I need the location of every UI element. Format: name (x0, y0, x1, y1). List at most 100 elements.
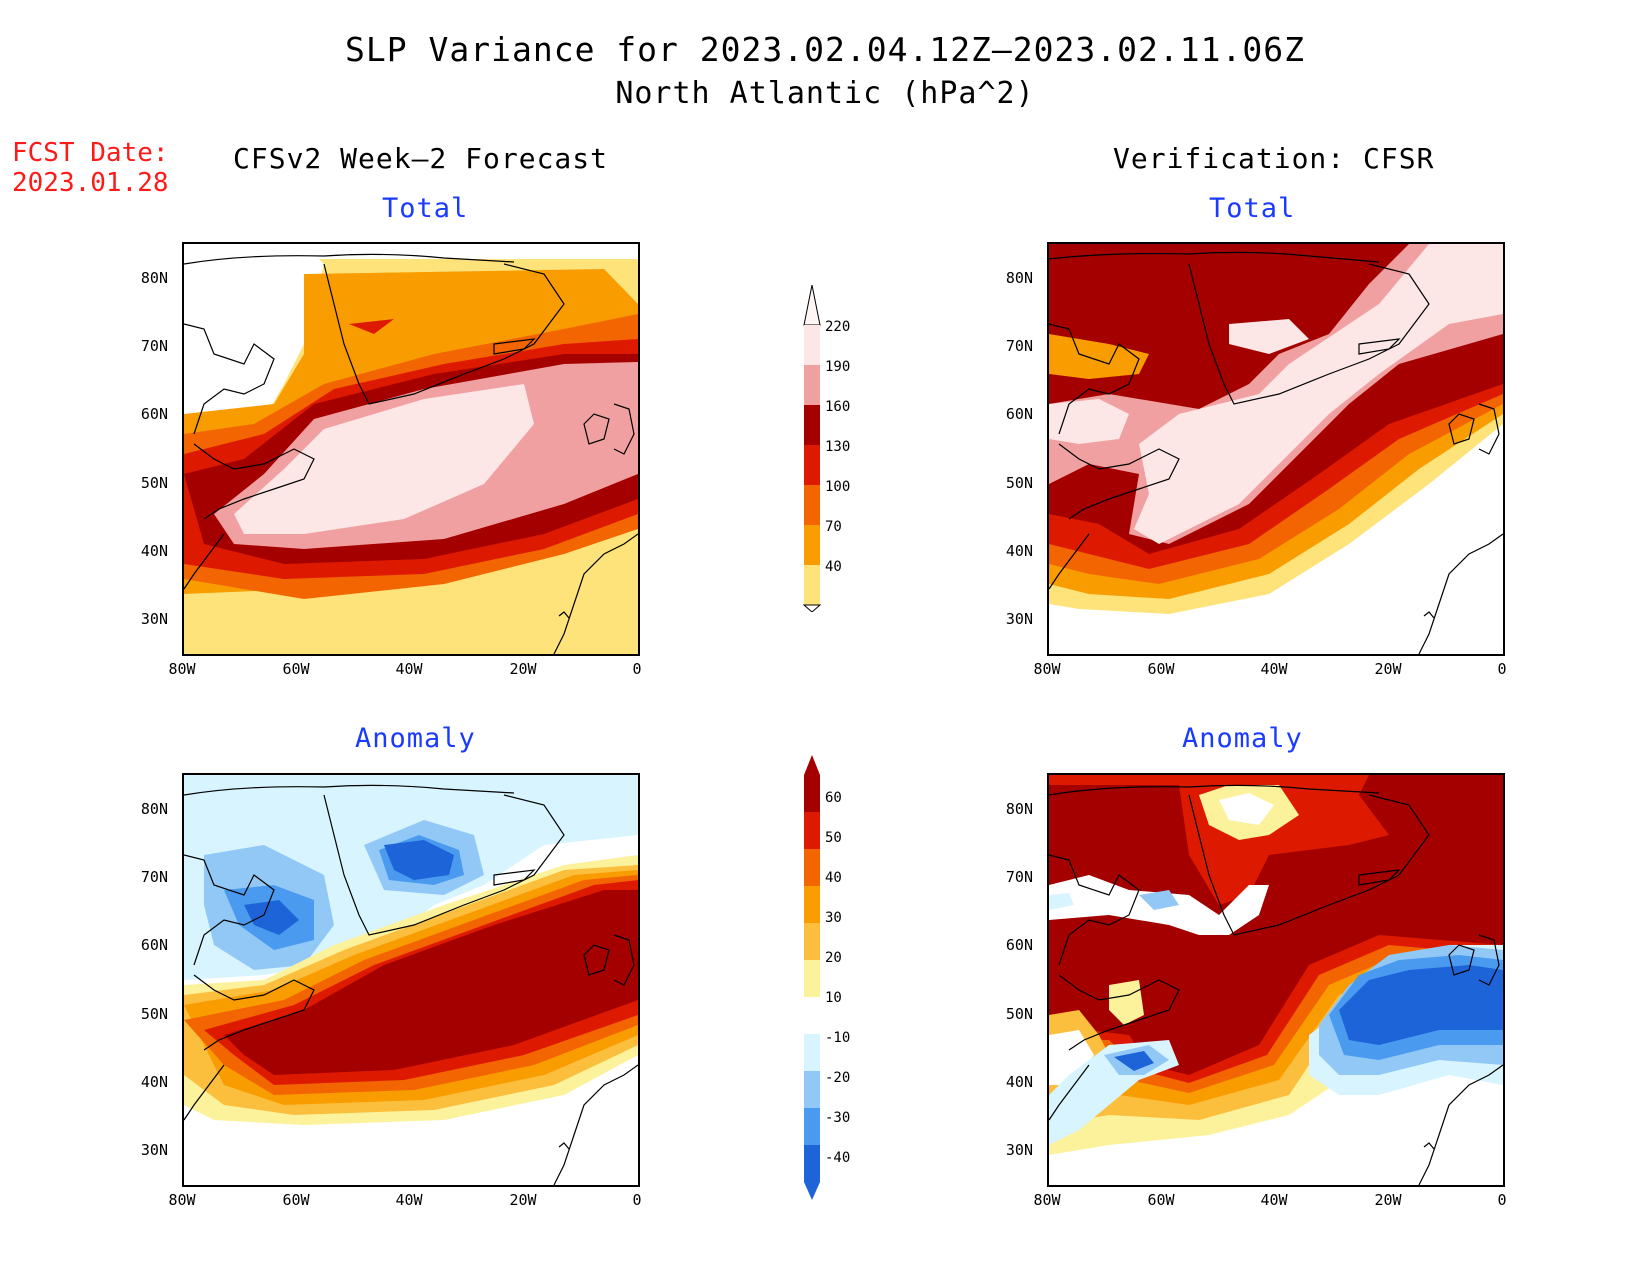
colorbar-cap-bottom (804, 1182, 820, 1200)
lat-tick-label: 50N (140, 474, 168, 492)
left-column-title: CFSv2 Week—2 Forecast (233, 142, 609, 175)
fcst-total-subtitle: Total (382, 193, 469, 224)
colorbar-swatch (804, 1145, 820, 1182)
colorbar-swatch (804, 812, 820, 849)
lat-tick-label: 40N (1005, 542, 1033, 560)
lon-tick-label: 0 (1497, 660, 1507, 678)
verif-total-map (1047, 242, 1505, 656)
lon-tick-label: 60W (1147, 660, 1175, 678)
lat-tick-label: 70N (1005, 868, 1033, 886)
anomaly-colorbar-label: -20 (825, 1070, 851, 1086)
lat-tick-label: 50N (1005, 474, 1033, 492)
lat-tick-label: 50N (1005, 1005, 1033, 1023)
total-colorbar-label: 130 (825, 439, 851, 455)
total-colorbar-label: 40 (825, 559, 842, 575)
fcst-anomaly-subtitle: Anomaly (355, 723, 476, 754)
lon-tick-label: 60W (282, 1191, 310, 1209)
colorbar-swatch (804, 565, 820, 605)
lat-tick-label: 80N (1005, 269, 1033, 287)
lat-tick-label: 30N (140, 610, 168, 628)
colorbar-swatch (804, 923, 820, 960)
total-colorbar-label: 160 (825, 399, 851, 415)
verif-anomaly-subtitle: Anomaly (1182, 723, 1303, 754)
lat-tick-label: 40N (1005, 1073, 1033, 1091)
colorbar-swatch (804, 525, 820, 565)
anomaly-colorbar-label: 50 (825, 830, 842, 846)
forecast-date-value: 2023.01.28 (12, 168, 169, 198)
lat-tick-label: 70N (1005, 337, 1033, 355)
lon-tick-label: 40W (395, 1191, 423, 1209)
lat-tick-label: 70N (140, 337, 168, 355)
colorbar-swatch (804, 405, 820, 445)
lat-tick-label: 60N (1005, 936, 1033, 954)
colorbar-swatch (804, 775, 820, 812)
lat-tick-label: 80N (140, 269, 168, 287)
total-colorbar (802, 284, 822, 613)
lon-tick-label: 40W (1260, 1191, 1288, 1209)
total-colorbar-label: 100 (825, 479, 851, 495)
colorbar-swatch (804, 886, 820, 923)
anomaly-colorbar (802, 755, 822, 1200)
anomaly-colorbar-label: -10 (825, 1030, 851, 1046)
colorbar-swatch (804, 1071, 820, 1108)
colorbar-swatch (804, 997, 820, 1034)
lat-tick-label: 70N (140, 868, 168, 886)
anomaly-colorbar-label: 20 (825, 950, 842, 966)
lat-tick-label: 40N (140, 1073, 168, 1091)
total-colorbar-label: 190 (825, 359, 851, 375)
lat-tick-label: 80N (1005, 800, 1033, 818)
lat-tick-label: 50N (140, 1005, 168, 1023)
total-colorbar-label: 220 (825, 319, 851, 335)
fcst-total-map (182, 242, 640, 656)
right-column-title: Verification: CFSR (1113, 142, 1435, 175)
forecast-date-label: FCST Date: (12, 138, 169, 168)
lat-tick-label: 30N (1005, 1141, 1033, 1159)
colorbar-swatch (804, 960, 820, 997)
lat-tick-label: 30N (140, 1141, 168, 1159)
lon-tick-label: 80W (168, 660, 196, 678)
lon-tick-label: 20W (1374, 1191, 1402, 1209)
lon-tick-label: 80W (1033, 1191, 1061, 1209)
lon-tick-label: 0 (1497, 1191, 1507, 1209)
lat-tick-label: 60N (140, 936, 168, 954)
lon-tick-label: 20W (1374, 660, 1402, 678)
anomaly-colorbar-label: 30 (825, 910, 842, 926)
verif-anomaly-map (1047, 773, 1505, 1187)
main-subtitle: North Atlantic (hPa^2) (615, 76, 1035, 111)
lon-tick-label: 40W (1260, 660, 1288, 678)
total-colorbar-label: 70 (825, 519, 842, 535)
lon-tick-label: 60W (1147, 1191, 1175, 1209)
colorbar-swatch (804, 1108, 820, 1145)
colorbar-cap-top (804, 755, 820, 775)
lon-tick-label: 80W (168, 1191, 196, 1209)
lon-tick-label: 60W (282, 660, 310, 678)
lon-tick-label: 40W (395, 660, 423, 678)
verif-total-subtitle: Total (1209, 193, 1296, 224)
colorbar-cap-bottom (802, 604, 822, 613)
lat-tick-label: 40N (140, 542, 168, 560)
colorbar-swatch (804, 365, 820, 405)
anomaly-colorbar-label: 60 (825, 790, 842, 806)
anomaly-colorbar-label: 40 (825, 870, 842, 886)
colorbar-swatch (804, 1034, 820, 1071)
colorbar-swatch (804, 325, 820, 365)
lat-tick-label: 60N (1005, 405, 1033, 423)
fcst-anomaly-map (182, 773, 640, 1187)
colorbar-swatch (804, 485, 820, 525)
colorbar-swatch (804, 445, 820, 485)
lon-tick-label: 0 (632, 1191, 642, 1209)
colorbar-swatch (804, 849, 820, 886)
colorbar-cap-top (803, 284, 821, 326)
lon-tick-label: 20W (509, 660, 537, 678)
lat-tick-label: 60N (140, 405, 168, 423)
lat-tick-label: 30N (1005, 610, 1033, 628)
anomaly-colorbar-label: -30 (825, 1110, 851, 1126)
lat-tick-label: 80N (140, 800, 168, 818)
lon-tick-label: 0 (632, 660, 642, 678)
main-title: SLP Variance for 2023.02.04.12Z—2023.02.… (345, 30, 1305, 69)
anomaly-colorbar-label: 10 (825, 990, 842, 1006)
lon-tick-label: 80W (1033, 660, 1061, 678)
forecast-date: FCST Date: 2023.01.28 (12, 138, 169, 198)
anomaly-colorbar-label: -40 (825, 1150, 851, 1166)
lon-tick-label: 20W (509, 1191, 537, 1209)
